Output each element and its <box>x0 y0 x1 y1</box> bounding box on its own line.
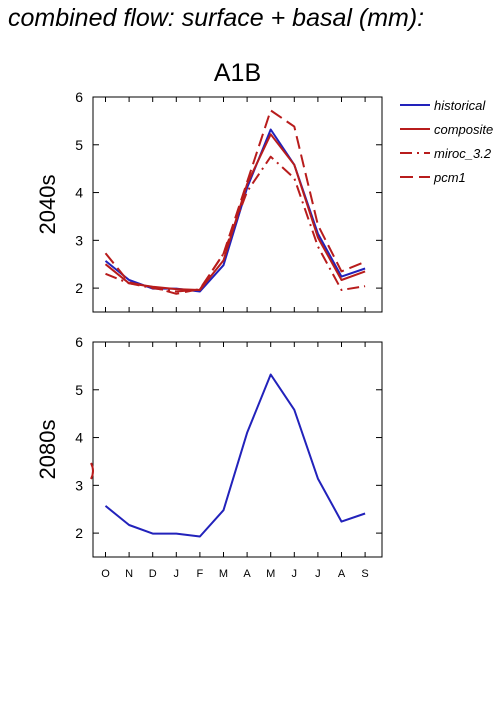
panel-2: 2 3 4 5 6 O N D J F M A M J J A S 2080s <box>35 334 383 580</box>
series-line-historical <box>104 128 366 293</box>
y-tick-label: 6 <box>75 334 83 350</box>
x-tick-label: J <box>174 568 180 580</box>
y-tick-label: 2 <box>75 280 83 296</box>
series-line-composite <box>104 133 366 291</box>
x-tick-label: O <box>101 568 110 580</box>
y-tick-label: 2 <box>75 525 83 541</box>
x-tick-label: M <box>219 568 228 580</box>
legend-label: composite <box>434 122 493 137</box>
y-tick-label: 5 <box>75 137 83 153</box>
annotation-stub <box>90 462 94 480</box>
x-tick-label: F <box>197 568 204 580</box>
legend-label: pcm1 <box>433 170 466 185</box>
series-line-pcm1 <box>104 109 366 295</box>
y-tick-label: 4 <box>75 185 83 201</box>
x-tick-label: A <box>338 568 346 580</box>
y-tick-label: 3 <box>75 232 83 248</box>
series-line-historical <box>104 373 366 538</box>
y-tick-label: 4 <box>75 430 83 446</box>
x-tick-label: J <box>315 568 321 580</box>
y-tick-label: 6 <box>75 89 83 105</box>
panel-1: 2 3 4 5 6 2040s A1B historical composite miroc_3.… <box>35 59 493 313</box>
x-tick-label: J <box>292 568 298 580</box>
plot-frame <box>92 341 383 558</box>
legend-label: miroc_3.2 <box>434 146 492 161</box>
x-tick-label: N <box>125 568 133 580</box>
chart-title: A1B <box>214 59 261 87</box>
y-tick-label: 5 <box>75 382 83 398</box>
series-line-miroc-3-2 <box>105 155 366 293</box>
y-axis-label: 2080s <box>35 420 60 480</box>
legend-label: historical <box>434 98 486 113</box>
legend: historical composite miroc_3.2 pcm1 <box>400 98 493 185</box>
x-tick-label: D <box>149 568 157 580</box>
x-tick-label: M <box>266 568 275 580</box>
x-tick-label: A <box>243 568 251 580</box>
plot-frame <box>92 96 383 313</box>
y-axis-label: 2040s <box>35 175 60 235</box>
y-tick-label: 3 <box>75 477 83 493</box>
page-title: combined flow: surface + basal (mm): <box>8 4 425 32</box>
x-tick-label: S <box>361 568 368 580</box>
